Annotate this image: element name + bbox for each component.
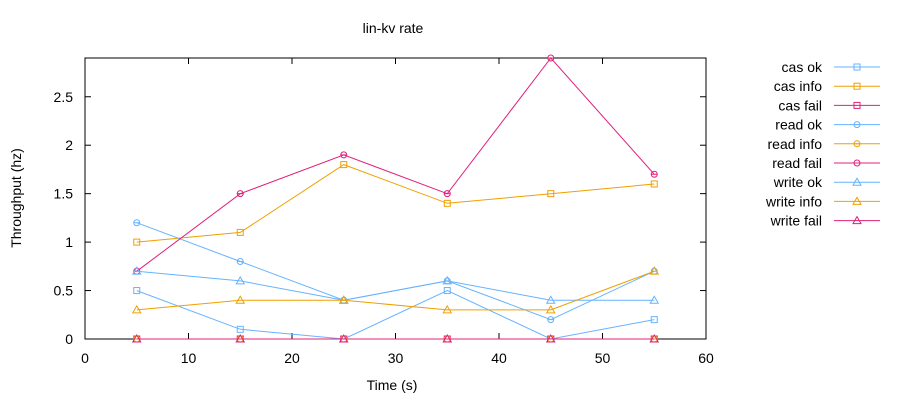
point-marker	[649, 333, 660, 343]
legend-label: cas ok	[782, 59, 823, 75]
legend-label: write info	[765, 193, 822, 209]
y-axis: 0 0.5 1 1.5 2 2.5	[54, 89, 706, 347]
point-marker	[545, 304, 556, 314]
x-tick-label: 60	[698, 350, 714, 366]
legend-label: write fail	[770, 213, 822, 229]
point-marker	[236, 228, 244, 236]
point-marker	[853, 82, 861, 90]
legend-item: read fail	[772, 155, 880, 171]
legend-item: write ok	[773, 174, 880, 190]
point-marker	[131, 304, 142, 314]
y-axis-label: Throughput (hz)	[8, 148, 24, 248]
point-marker	[133, 238, 141, 246]
x-axis: 0 10 20 30 40 50 60	[81, 58, 714, 366]
chart-title: lin-kv rate	[363, 20, 424, 36]
legend-item: cas ok	[782, 59, 880, 75]
series-layer	[131, 54, 660, 343]
point-marker	[338, 295, 349, 304]
point-marker	[443, 287, 451, 295]
series-write-ok	[131, 266, 660, 304]
legend-label: read ok	[775, 117, 823, 133]
point-marker	[650, 316, 658, 324]
legend-item: write info	[765, 193, 880, 209]
x-tick-label: 20	[284, 350, 300, 366]
legend-item: cas fail	[778, 97, 880, 113]
legend-label: write ok	[773, 174, 823, 190]
series-line	[136, 270, 655, 301]
point-marker	[649, 295, 660, 304]
point-marker	[547, 190, 555, 198]
point-marker	[442, 304, 453, 314]
plot-frame	[84, 57, 707, 340]
point-marker	[338, 333, 349, 343]
y-tick-label: 2	[65, 137, 73, 153]
x-tick-label: 0	[81, 350, 89, 366]
series-line	[136, 290, 655, 340]
series-cas-info	[133, 161, 658, 246]
series-line	[136, 270, 655, 311]
y-tick-label: 1.5	[54, 186, 74, 202]
point-marker	[235, 333, 246, 343]
point-marker	[235, 295, 246, 304]
legend-item: write fail	[770, 213, 880, 229]
point-marker	[442, 275, 453, 285]
point-marker	[853, 101, 861, 109]
x-axis-label: Time (s)	[367, 377, 418, 393]
point-marker	[545, 295, 556, 304]
legend-label: cas info	[774, 78, 822, 94]
point-marker	[852, 196, 862, 205]
legend-item: cas info	[774, 78, 880, 94]
point-marker	[443, 199, 451, 207]
x-tick-label: 50	[595, 350, 611, 366]
series-line	[136, 164, 655, 243]
point-marker	[545, 333, 556, 343]
x-tick-label: 30	[388, 350, 404, 366]
y-tick-label: 0	[65, 331, 73, 347]
point-marker	[131, 333, 142, 343]
x-tick-label: 10	[181, 350, 197, 366]
point-marker	[650, 180, 658, 188]
legend-label: read info	[768, 136, 823, 152]
x-tick-label: 40	[491, 350, 507, 366]
point-marker	[852, 177, 862, 186]
point-marker	[236, 325, 244, 333]
point-marker	[235, 275, 246, 285]
y-tick-label: 0.5	[54, 283, 74, 299]
y-tick-label: 2.5	[54, 89, 74, 105]
point-marker	[133, 287, 141, 295]
series-write-fail	[131, 333, 660, 343]
legend-label: read fail	[772, 155, 822, 171]
legend-item: read ok	[775, 117, 880, 133]
point-marker	[853, 63, 861, 71]
series-write-info	[131, 266, 660, 314]
legend: cas ok cas info cas fail read ok read info re…	[765, 59, 880, 229]
point-marker	[442, 333, 453, 343]
y-tick-label: 1	[65, 234, 73, 250]
legend-label: cas fail	[778, 97, 822, 113]
series-read-fail	[133, 54, 658, 275]
point-marker	[852, 215, 862, 225]
point-marker	[340, 161, 348, 169]
series-line	[136, 57, 655, 272]
legend-item: read info	[768, 136, 880, 152]
point-marker	[131, 266, 142, 275]
point-marker	[649, 266, 660, 275]
